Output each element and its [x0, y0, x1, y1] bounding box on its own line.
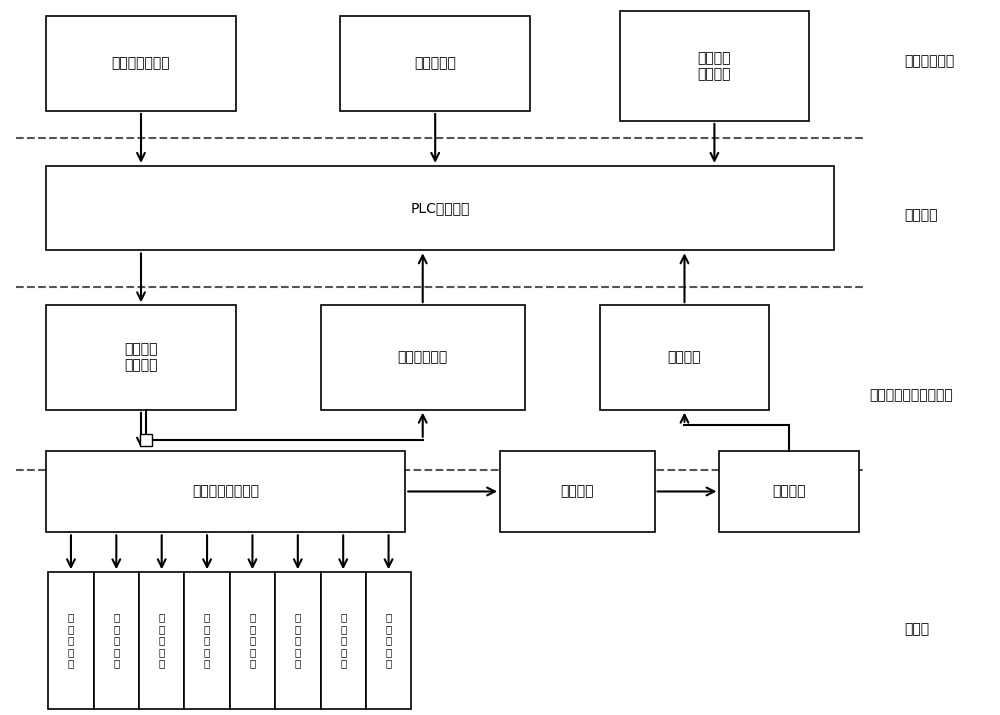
Text: 继电保护模块: 继电保护模块 — [398, 350, 448, 365]
Text: 单
元
电
池
组: 单 元 电 池 组 — [204, 612, 210, 669]
Bar — [500, 450, 655, 533]
Bar — [46, 450, 405, 533]
Bar — [600, 305, 769, 410]
Bar — [139, 572, 184, 709]
Text: 输出模块: 输出模块 — [561, 485, 594, 498]
Text: 电压容量转换模块: 电压容量转换模块 — [192, 485, 259, 498]
Bar — [94, 572, 139, 709]
Bar — [275, 572, 321, 709]
Bar — [620, 11, 809, 121]
Bar — [140, 434, 152, 445]
Text: 单
元
电
池
组: 单 元 电 池 组 — [68, 612, 74, 669]
Text: 功率放大
模块模块: 功率放大 模块模块 — [124, 342, 158, 373]
Text: 电压容量转换硬件电路: 电压容量转换硬件电路 — [869, 388, 953, 402]
Bar — [321, 572, 366, 709]
Bar — [46, 166, 834, 250]
Bar — [321, 305, 525, 410]
Bar — [230, 572, 275, 709]
Text: 输出端子: 输出端子 — [772, 485, 806, 498]
Bar — [719, 450, 859, 533]
Text: 单
元
电
池
组: 单 元 电 池 组 — [159, 612, 165, 669]
Text: 测量模块: 测量模块 — [668, 350, 701, 365]
Bar — [46, 16, 236, 111]
Text: 单
元
电
池
组: 单 元 电 池 组 — [249, 612, 256, 669]
Text: 电池组: 电池组 — [904, 622, 929, 636]
Text: 单
元
电
池
组: 单 元 电 池 组 — [385, 612, 392, 669]
Text: 单
元
电
池
组: 单 元 电 池 组 — [340, 612, 346, 669]
Bar — [184, 572, 230, 709]
Text: 人机交互界面: 人机交互界面 — [904, 54, 954, 68]
Bar — [340, 16, 530, 111]
Text: 约束条件
设置模块: 约束条件 设置模块 — [698, 51, 731, 82]
Text: PLC控制模块: PLC控制模块 — [410, 201, 470, 215]
Text: 单
元
电
池
组: 单 元 电 池 组 — [113, 612, 119, 669]
Text: 数据库植入模块: 数据库植入模块 — [112, 56, 170, 71]
Text: 初始化模块: 初始化模块 — [414, 56, 456, 71]
Text: 单
元
电
池
组: 单 元 电 池 组 — [295, 612, 301, 669]
Bar — [48, 572, 94, 709]
Bar — [46, 305, 236, 410]
Bar — [366, 572, 411, 709]
Text: 控制核心: 控制核心 — [904, 209, 937, 222]
